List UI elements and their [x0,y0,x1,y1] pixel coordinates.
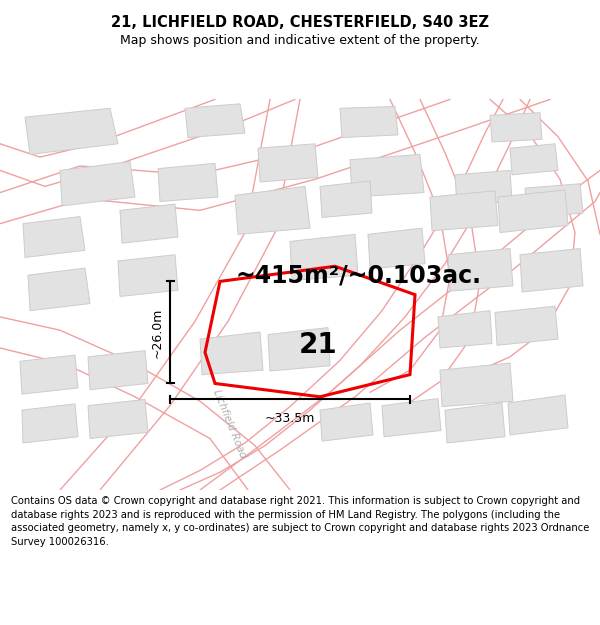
Text: Lichfield Road: Lichfield Road [212,388,248,459]
Polygon shape [448,249,513,291]
Polygon shape [525,184,583,218]
Polygon shape [320,403,373,441]
Polygon shape [88,399,148,439]
Polygon shape [235,186,310,234]
Polygon shape [118,255,178,296]
Polygon shape [510,144,558,175]
Polygon shape [508,395,568,435]
Polygon shape [28,268,90,311]
Text: Contains OS data © Crown copyright and database right 2021. This information is : Contains OS data © Crown copyright and d… [11,496,589,547]
Polygon shape [440,363,513,406]
Polygon shape [290,234,358,281]
Polygon shape [158,163,218,201]
Polygon shape [88,351,148,389]
Polygon shape [60,161,135,206]
Polygon shape [268,328,330,371]
Polygon shape [430,191,498,231]
Text: ~415m²/~0.103ac.: ~415m²/~0.103ac. [235,264,481,288]
Polygon shape [25,108,118,154]
Text: 21: 21 [299,331,337,359]
Polygon shape [498,190,568,232]
Polygon shape [382,399,441,437]
Polygon shape [490,112,542,142]
Polygon shape [438,311,492,348]
Polygon shape [258,144,318,182]
Text: Map shows position and indicative extent of the property.: Map shows position and indicative extent… [120,34,480,47]
Polygon shape [495,306,558,345]
Polygon shape [340,106,398,138]
Text: ~26.0m: ~26.0m [151,308,164,358]
Polygon shape [185,104,245,138]
Polygon shape [20,355,78,394]
Polygon shape [520,249,583,292]
Polygon shape [350,154,424,197]
Polygon shape [23,217,85,258]
Polygon shape [445,403,505,443]
Text: ~33.5m: ~33.5m [265,412,315,425]
Polygon shape [120,204,178,243]
Polygon shape [320,181,372,218]
Polygon shape [22,404,78,443]
Text: 21, LICHFIELD ROAD, CHESTERFIELD, S40 3EZ: 21, LICHFIELD ROAD, CHESTERFIELD, S40 3E… [111,15,489,30]
Polygon shape [200,332,263,374]
Polygon shape [455,171,512,206]
Polygon shape [368,228,425,269]
